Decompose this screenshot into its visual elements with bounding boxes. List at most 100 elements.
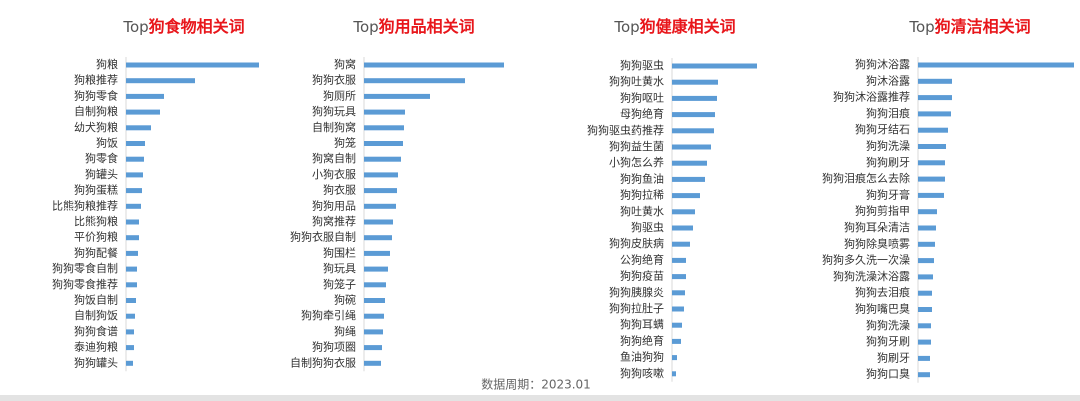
bar — [672, 63, 757, 69]
category-label: 狗狗绝育 — [620, 333, 664, 347]
bar — [672, 112, 715, 118]
category-label: 鱼油狗狗 — [620, 350, 664, 364]
category-label: 狗绳 — [334, 324, 356, 338]
bar — [126, 93, 164, 99]
category-label: 泰迪狗粮 — [74, 340, 118, 354]
bar — [364, 125, 404, 131]
bar — [126, 266, 137, 272]
category-label: 狗狗嘴巴臭 — [855, 302, 910, 316]
category-label: 自制狗窝 — [312, 120, 356, 134]
category-label: 自制狗粮 — [74, 104, 118, 118]
bar — [672, 176, 705, 182]
title-text: 狗食物相关词 — [149, 17, 245, 36]
category-label: 狗狗除臭喷雾 — [844, 236, 910, 250]
category-label: 狗饭 — [96, 137, 118, 150]
bar — [672, 371, 676, 377]
bar — [918, 372, 930, 378]
category-label: 比熊狗粮 — [74, 214, 118, 228]
chart-title: Top狗清洁相关词 — [908, 17, 1030, 36]
category-label: 狗狗洗澡 — [866, 140, 910, 153]
bottom-strip — [0, 395, 1080, 401]
bar — [364, 109, 405, 115]
category-label: 狗狗牙结石 — [855, 123, 910, 136]
bar — [364, 188, 397, 194]
bar — [918, 192, 944, 198]
bar — [126, 298, 136, 303]
category-label: 狗狗去泪痕 — [855, 285, 910, 299]
bar — [364, 141, 403, 146]
category-label: 狗狗拉稀 — [620, 188, 664, 202]
bar — [364, 172, 398, 178]
bar — [126, 78, 195, 84]
bar — [672, 306, 684, 312]
bar — [918, 144, 946, 149]
bar — [126, 62, 259, 68]
bar — [126, 219, 139, 225]
chart-title: Top狗健康相关词 — [613, 17, 735, 36]
category-label: 狗狗沐浴露 — [855, 58, 910, 71]
bar — [672, 225, 693, 231]
title-text: 狗用品相关词 — [379, 17, 475, 36]
category-label: 狗狗口臭 — [866, 367, 910, 381]
bar — [918, 355, 930, 361]
category-label: 狗狗零食自制 — [52, 261, 118, 275]
category-label: 狗狗泪痕怎么去除 — [822, 171, 910, 185]
bar — [918, 290, 932, 296]
bar — [126, 313, 135, 319]
bar — [364, 62, 504, 68]
category-label: 狗狗零食 — [74, 88, 118, 102]
category-label: 狗狗蛋糕 — [74, 183, 118, 197]
bar — [364, 313, 384, 319]
category-label: 狗驱虫 — [631, 221, 664, 234]
bar — [364, 345, 382, 351]
category-label: 自制狗狗衣服 — [290, 355, 356, 369]
bar — [918, 241, 935, 247]
category-label: 狗饭自制 — [74, 294, 118, 307]
bar — [126, 235, 139, 241]
bar — [126, 172, 143, 178]
chart-title: Top狗用品相关词 — [352, 17, 474, 36]
category-label: 狗狗衣服自制 — [290, 230, 356, 244]
category-label: 狗笼 — [334, 136, 356, 150]
category-label: 狗粮 — [96, 57, 118, 71]
category-label: 狗狗零食推荐 — [52, 277, 118, 291]
category-label: 狗粮推荐 — [74, 73, 118, 87]
bar — [364, 282, 386, 288]
category-label: 狗玩具 — [323, 262, 356, 275]
bar — [672, 257, 686, 263]
category-label: 狗狗项圈 — [312, 341, 356, 354]
category-label: 狗窝自制 — [312, 151, 356, 165]
category-label: 狗狗洗澡 — [866, 319, 910, 332]
bar — [126, 345, 134, 351]
category-label: 狗罐头 — [85, 168, 118, 181]
bar — [672, 193, 700, 199]
bar — [364, 93, 430, 99]
category-label: 公狗绝育 — [620, 252, 664, 266]
bar — [918, 339, 931, 345]
category-label: 狗狗咳嗽 — [620, 366, 664, 380]
category-label: 狗刷牙 — [877, 351, 910, 364]
bar — [126, 250, 138, 256]
category-label: 比熊狗粮推荐 — [52, 198, 118, 212]
bar — [918, 307, 932, 312]
bar — [364, 203, 396, 209]
bar — [672, 79, 718, 85]
bar — [364, 360, 381, 366]
bar — [918, 258, 934, 264]
category-label: 狗狗驱虫 — [620, 59, 664, 72]
bar — [672, 355, 677, 361]
footer: 数据周期：2023.01 — [481, 377, 591, 392]
category-label: 狗狗益生菌 — [609, 139, 664, 153]
bar — [918, 111, 951, 117]
category-label: 小狗怎么养 — [609, 155, 664, 169]
bar — [364, 329, 383, 335]
bar — [918, 62, 1074, 68]
category-label: 狗狗吐黄水 — [609, 74, 664, 88]
category-label: 狗狗牙刷 — [866, 335, 910, 348]
category-label: 狗狗牵引绳 — [301, 308, 356, 322]
category-label: 狗狗多久洗一次澡 — [822, 253, 910, 267]
category-label: 幼犬狗粮 — [74, 120, 118, 134]
category-label: 狗狗皮肤病 — [609, 236, 664, 250]
category-label: 自制狗饭 — [74, 309, 118, 322]
